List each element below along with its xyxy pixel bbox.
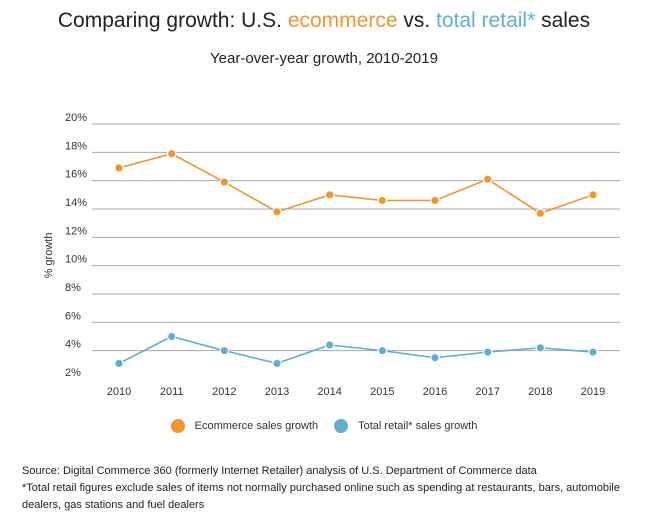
data-point-retail — [272, 358, 282, 369]
x-tick-label: 2013 — [265, 386, 289, 398]
chart-subtitle: Year-over-year growth, 2010-2019 — [210, 50, 438, 67]
y-tick-label: 6% — [65, 310, 81, 322]
x-tick-label: 2016 — [423, 386, 447, 398]
footnote: *Total retail figures exclude sales of i… — [22, 482, 620, 511]
y-tick-label: 14% — [65, 197, 87, 209]
legend-dot-retail — [334, 419, 349, 433]
data-point-ecommerce — [482, 174, 493, 185]
legend-item-retail[interactable]: Total retail* sales growth — [334, 419, 477, 433]
data-point-ecommerce — [166, 148, 177, 159]
line-chart: 2% 4% 6% 8% 10% 12% 14% 16% 18% 20% 2010 2011 2012 20… — [43, 112, 620, 398]
y-tick-label: 4% — [65, 339, 81, 351]
data-point-retail — [219, 345, 230, 356]
chart-title: Comparing growth: U.S. ecommerce vs. tot… — [0, 9, 648, 33]
data-point-retail — [535, 343, 546, 353]
data-point-retail — [324, 340, 335, 350]
data-point-retail — [588, 347, 598, 357]
legend-dot-ecommerce — [170, 419, 185, 433]
y-tick-label: 18% — [65, 140, 87, 152]
data-point-ecommerce — [324, 190, 335, 200]
y-tick-label: 12% — [65, 225, 87, 237]
x-tick-label: 2015 — [370, 386, 394, 398]
series-line-retail — [118, 335, 594, 365]
legend-label-retail: Total retail* sales growth — [358, 420, 478, 432]
data-point-retail — [377, 345, 388, 356]
x-tick-label: 2010 — [107, 386, 131, 398]
data-point-retail — [166, 331, 177, 342]
data-point-retail — [114, 358, 124, 369]
title-retail: total retail* — [436, 9, 536, 32]
y-tick-label: 8% — [65, 282, 81, 294]
source-note: Source: Digital Commerce 360 (formerly I… — [22, 465, 537, 477]
data-point-ecommerce — [377, 195, 388, 206]
title-prefix: Comparing growth: U.S. — [57, 9, 288, 32]
data-point-ecommerce — [219, 177, 230, 187]
title-suffix: sales — [535, 9, 591, 32]
x-tick-label: 2018 — [528, 386, 552, 398]
y-tick-label: 10% — [65, 254, 87, 266]
x-tick-label: 2014 — [317, 386, 341, 398]
data-point-ecommerce — [430, 195, 440, 206]
y-tick-label: 20% — [65, 112, 87, 124]
y-axis-label: % growth — [43, 233, 55, 279]
data-point-ecommerce — [588, 190, 598, 200]
data-point-retail — [430, 352, 440, 363]
legend-label-ecommerce: Ecommerce sales growth — [194, 420, 319, 432]
y-tick-label: 16% — [65, 169, 87, 181]
data-point-ecommerce — [114, 163, 124, 173]
y-tick-label: 2% — [65, 367, 81, 379]
title-ecommerce: ecommerce — [287, 9, 398, 32]
legend-item-ecommerce[interactable]: Ecommerce sales growth — [170, 419, 319, 433]
x-tick-label: 2012 — [212, 386, 236, 398]
title-middle: vs. — [397, 9, 437, 32]
x-tick-label: 2017 — [475, 386, 499, 398]
data-point-ecommerce — [535, 208, 546, 219]
chart-legend: Ecommerce sales growth Total retail* sal… — [0, 419, 648, 433]
x-tick-label: 2019 — [581, 386, 605, 398]
series-line-ecommerce — [118, 152, 594, 215]
data-point-retail — [482, 347, 493, 357]
chart-footer: Source: Digital Commerce 360 (formerly I… — [22, 463, 637, 514]
x-tick-label: 2011 — [160, 386, 184, 398]
data-point-ecommerce — [272, 207, 282, 217]
